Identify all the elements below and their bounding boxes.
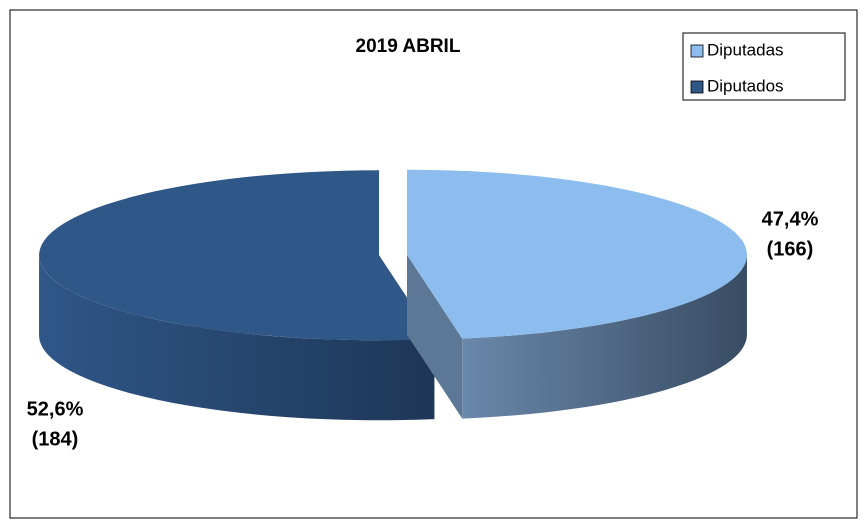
legend-swatch — [690, 80, 704, 94]
pie-slice — [39, 170, 435, 341]
slice-wall — [462, 254, 747, 419]
legend-box — [682, 32, 846, 101]
slice-wall — [39, 255, 435, 421]
data-label: (184) — [32, 428, 79, 450]
data-label: 47,4% — [762, 208, 819, 230]
data-label: (166) — [767, 238, 814, 260]
pie-slice — [406, 169, 747, 339]
slice-side — [406, 254, 463, 419]
chart-title: 2019 ABRIL — [356, 36, 461, 57]
legend-label: Diputadas — [707, 40, 784, 59]
legend-swatch — [690, 44, 704, 58]
legend-label: Diputados — [707, 76, 784, 95]
data-label: 52,6% — [27, 398, 84, 420]
